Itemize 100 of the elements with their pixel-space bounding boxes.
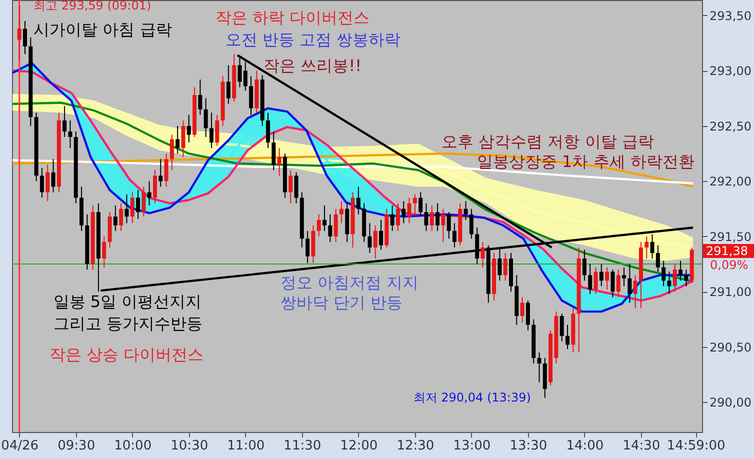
candlestick — [667, 271, 672, 294]
candlestick — [215, 114, 220, 146]
candlestick — [599, 264, 604, 287]
annotation: 작은 상승 다이버전스 — [49, 345, 204, 364]
candlestick — [68, 120, 72, 149]
candlestick — [266, 112, 270, 149]
candlestick — [412, 194, 417, 215]
candlestick — [288, 170, 293, 204]
candlestick — [23, 20, 27, 55]
candlestick — [51, 158, 56, 193]
candlestick — [628, 264, 632, 304]
candlestick — [368, 222, 372, 254]
candlestick — [294, 172, 298, 204]
candlestick — [147, 180, 152, 206]
candlestick — [526, 300, 530, 331]
candlestick — [594, 266, 598, 294]
candlestick — [662, 260, 666, 287]
candlestick — [441, 208, 446, 242]
candlestick — [142, 186, 146, 218]
candlestick — [430, 205, 434, 232]
candlestick — [226, 64, 230, 104]
candlestick — [164, 153, 168, 188]
candlestick — [672, 264, 677, 292]
candlestick — [136, 190, 140, 220]
candlestick — [306, 230, 310, 264]
candlestick — [334, 208, 338, 242]
candlestick — [339, 200, 344, 224]
candlestick — [198, 79, 202, 116]
candlestick — [605, 266, 610, 290]
candlestick — [469, 208, 474, 240]
annotation: 최저 290,04 (13:39) — [413, 390, 531, 405]
candlestick — [464, 200, 468, 220]
candlestick — [209, 112, 214, 149]
candlestick — [610, 269, 615, 298]
candlestick — [684, 269, 688, 287]
y-tick-label: 290,50 — [710, 340, 752, 354]
candlestick — [503, 252, 508, 282]
candlestick — [656, 244, 660, 272]
candlestick — [446, 212, 451, 240]
candlestick — [566, 324, 570, 350]
candlestick — [650, 234, 654, 260]
annotation: 시가이탈 아침 급락 — [34, 20, 172, 39]
x-tick-label: 11:00 — [227, 438, 265, 454]
y-tick-label: 291,50 — [710, 230, 752, 244]
candlestick — [40, 167, 44, 198]
annotation: 오후 삼각수렴 저항 이탈 급락 — [442, 132, 654, 151]
candlestick — [633, 274, 638, 309]
candlestick — [520, 296, 524, 324]
y-tick-label: 293,50 — [710, 8, 752, 23]
candlestick — [124, 194, 129, 224]
x-tick-label: 10:00 — [114, 438, 152, 454]
candlestick — [204, 98, 208, 138]
candlestick — [170, 134, 174, 171]
candlestick — [418, 192, 423, 218]
x-tick-label: 14:30 — [622, 438, 660, 454]
candlestick — [560, 313, 564, 342]
candlestick — [176, 125, 180, 154]
candlestick — [379, 219, 384, 250]
candlestick — [46, 164, 50, 202]
x-tick-label: 14:59:00 — [666, 438, 726, 454]
candlestick — [622, 266, 626, 287]
candlestick — [373, 224, 378, 260]
annotation: 작은 하락 다이버전스 — [215, 8, 370, 27]
text: 0,09% — [710, 258, 748, 272]
y-tick-label: 292,50 — [710, 119, 752, 134]
candlestick — [588, 264, 592, 294]
y-tick-label: 291,00 — [710, 285, 752, 300]
candlestick — [130, 192, 134, 224]
y-tick-label: 292,00 — [710, 174, 752, 189]
candlestick — [402, 200, 406, 224]
candlestick — [186, 114, 191, 144]
y-tick-label: 290,00 — [710, 396, 752, 410]
annotation: 오전 반등 고점 쌍봉하락 — [225, 30, 401, 49]
candlestick — [480, 241, 485, 268]
x-tick-label: 09:30 — [58, 438, 96, 454]
candlestick — [407, 197, 412, 224]
candlestick — [356, 186, 360, 215]
candlestick — [452, 222, 456, 248]
candlestick — [272, 130, 276, 171]
x-tick-label: 04/26 — [1, 438, 39, 454]
annotation: 그리고 등가지수반등 — [53, 314, 202, 333]
candlestick — [17, 5, 22, 60]
candlestick — [396, 202, 400, 232]
candlestick — [62, 106, 67, 138]
candlestick — [113, 205, 118, 232]
candlestick — [277, 148, 282, 176]
x-tick-label: 13:30 — [510, 438, 548, 454]
candlestick — [152, 170, 157, 204]
x-tick-label: 13:00 — [453, 438, 491, 454]
candlestick — [616, 269, 620, 298]
x-tick-label: 14:00 — [566, 438, 604, 454]
annotation: 쌍바닥 단기 반등 — [280, 293, 403, 312]
candlestick — [249, 76, 254, 116]
y-tick-label: 293,00 — [710, 64, 752, 78]
candlestick — [424, 202, 428, 232]
candlestick — [328, 214, 332, 242]
candlestick — [436, 202, 440, 232]
candlestick — [498, 246, 502, 282]
x-tick-label: 12:00 — [340, 438, 378, 454]
x-tick-label: 11:30 — [284, 438, 322, 454]
